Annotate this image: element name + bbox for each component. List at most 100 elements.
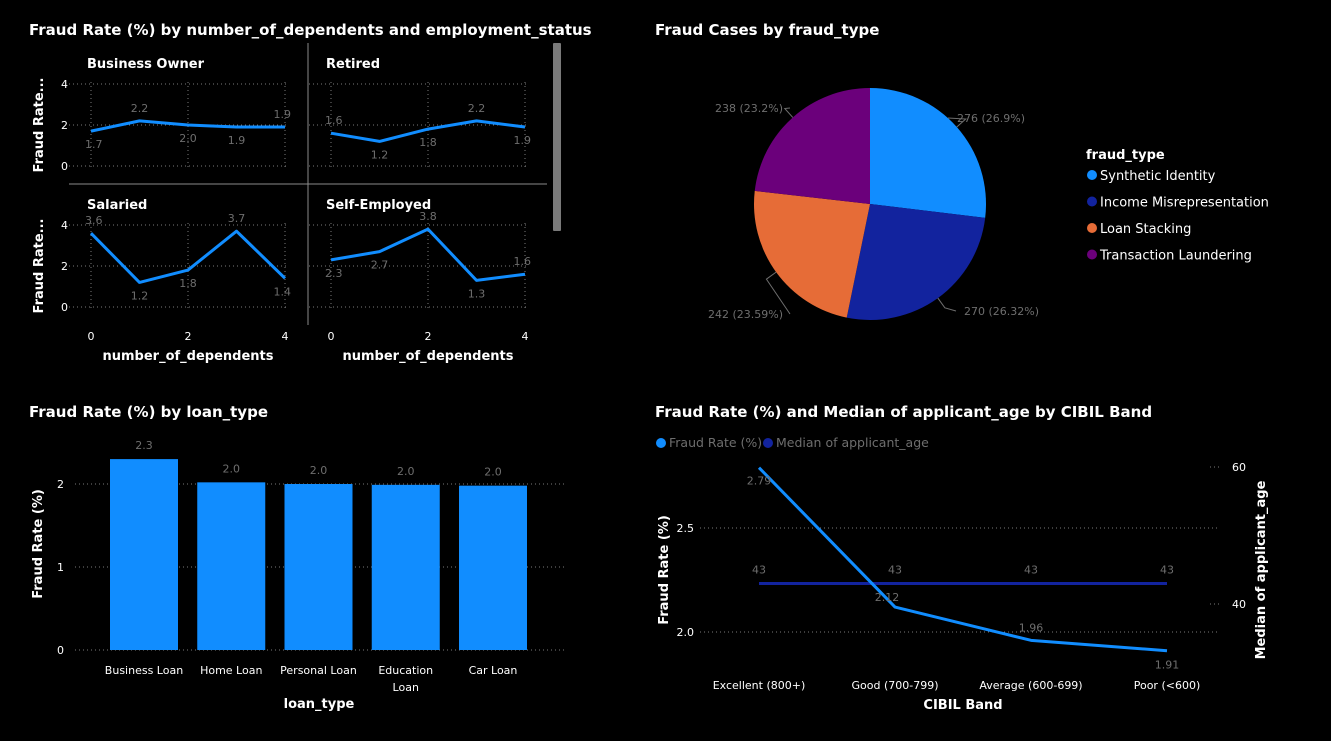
panel-title-business-owner: Business Owner bbox=[87, 57, 205, 72]
x-tick-label: Loan bbox=[393, 681, 419, 694]
y-tick-label: 2 bbox=[61, 260, 68, 273]
x-axis-title: number_of_dependents bbox=[102, 349, 273, 364]
legend-marker bbox=[1087, 249, 1097, 260]
scrollbar-thumb[interactable] bbox=[553, 43, 561, 231]
data-label: 1.3 bbox=[468, 287, 486, 300]
y-axis-title: Fraud Rate... bbox=[32, 219, 47, 314]
data-label: 2.0 bbox=[179, 132, 197, 145]
bar-data-label: 2.0 bbox=[397, 465, 415, 478]
leader-line bbox=[947, 117, 967, 128]
y-axis-title: Fraud Rate (%) bbox=[657, 515, 672, 625]
bar-business-loan[interactable] bbox=[110, 459, 178, 650]
data-label: 1.9 bbox=[274, 108, 292, 121]
x-axis-title: CIBIL Band bbox=[923, 698, 1002, 713]
data-label: 1.7 bbox=[85, 138, 103, 151]
y-axis-title: Fraud Rate... bbox=[32, 78, 47, 173]
x-tick-label: 0 bbox=[88, 330, 95, 343]
data-label: 3.6 bbox=[85, 214, 103, 227]
y-tick-label: 2 bbox=[57, 478, 64, 491]
y-tick-label: 0 bbox=[61, 301, 68, 314]
pie-data-label: 242 (23.59%) bbox=[708, 308, 783, 321]
x-tick-label: Car Loan bbox=[469, 664, 518, 677]
leader-line bbox=[783, 107, 794, 118]
data-label: 43 bbox=[888, 563, 902, 576]
data-label: 1.6 bbox=[325, 114, 343, 127]
pie-slice-income-misrepresentation[interactable] bbox=[846, 204, 986, 320]
bar-chart-title: Fraud Rate (%) by loan_type bbox=[29, 403, 268, 421]
pie-data-label: 238 (23.2%) bbox=[715, 102, 783, 115]
x-tick-label: 2 bbox=[425, 330, 432, 343]
pie-slice-synthetic-identity[interactable] bbox=[870, 88, 986, 218]
data-label: 2.2 bbox=[468, 102, 486, 115]
y2-tick-label: 60 bbox=[1232, 461, 1246, 474]
x-tick-label: 2 bbox=[185, 330, 192, 343]
bar-car-loan[interactable] bbox=[459, 485, 527, 650]
y-tick-label: 1 bbox=[57, 561, 64, 574]
data-label: 43 bbox=[1160, 563, 1174, 576]
data-label: 1.2 bbox=[371, 148, 389, 161]
pie-chart-title: Fraud Cases by fraud_type bbox=[655, 21, 880, 39]
bar-data-label: 2.3 bbox=[135, 439, 153, 452]
x-tick-label: Poor (<600) bbox=[1134, 679, 1201, 692]
legend-item-fraud-rate[interactable]: Fraud Rate (%) bbox=[669, 435, 762, 450]
y-tick-label: 2.5 bbox=[677, 522, 695, 535]
data-label: 1.96 bbox=[1019, 621, 1044, 634]
data-label: 43 bbox=[752, 563, 766, 576]
data-label: 1.6 bbox=[514, 255, 532, 268]
legend-item-synthetic-identity[interactable]: Synthetic Identity bbox=[1100, 169, 1216, 184]
data-label: 1.8 bbox=[179, 277, 197, 290]
legend-item-transaction-laundering[interactable]: Transaction Laundering bbox=[1099, 249, 1252, 264]
data-label: 1.2 bbox=[131, 289, 149, 302]
x-tick-label: Education bbox=[378, 664, 433, 677]
x-tick-label: Average (600-699) bbox=[979, 679, 1082, 692]
y2-tick-label: 40 bbox=[1232, 598, 1246, 611]
series-line-self-employed[interactable] bbox=[330, 227, 526, 282]
data-label: 2.7 bbox=[371, 259, 389, 272]
x-tick-label: 0 bbox=[328, 330, 335, 343]
leader-line bbox=[765, 271, 791, 315]
series-line-retired[interactable] bbox=[330, 119, 526, 143]
x-tick-label: Business Loan bbox=[105, 664, 183, 677]
x-tick-label: 4 bbox=[282, 330, 289, 343]
data-label: 1.4 bbox=[274, 285, 292, 298]
pie-data-label: 276 (26.9%) bbox=[957, 112, 1025, 125]
data-label: 1.8 bbox=[419, 136, 437, 149]
x-tick-label: 4 bbox=[522, 330, 529, 343]
x-tick-label: Excellent (800+) bbox=[713, 679, 806, 692]
data-label: 43 bbox=[1024, 563, 1038, 576]
pie-data-label: 270 (26.32%) bbox=[964, 305, 1039, 318]
x-tick-label: Personal Loan bbox=[280, 664, 357, 677]
data-label: 3.7 bbox=[228, 212, 246, 225]
legend-marker bbox=[763, 438, 773, 448]
legend-marker bbox=[1087, 223, 1097, 233]
leader-line bbox=[937, 297, 957, 312]
legend-marker bbox=[656, 438, 666, 448]
series-line-business-owner[interactable] bbox=[90, 119, 285, 133]
legend-marker bbox=[1087, 170, 1097, 180]
series-line-salaried[interactable] bbox=[89, 229, 287, 284]
data-label: 1.9 bbox=[228, 134, 246, 147]
data-label: 2.12 bbox=[875, 591, 900, 604]
pie-slice-loan-stacking[interactable] bbox=[754, 190, 870, 318]
data-label: 2.79 bbox=[747, 475, 772, 488]
data-label: 2.3 bbox=[325, 267, 343, 280]
x-axis-title: loan_type bbox=[284, 697, 355, 712]
series-line-fraud-rate[interactable] bbox=[757, 466, 1168, 653]
bar-home-loan[interactable] bbox=[197, 482, 266, 650]
bar-personal-loan[interactable] bbox=[284, 484, 353, 650]
data-label: 3.8 bbox=[419, 210, 437, 223]
panel-title-salaried: Salaried bbox=[87, 198, 147, 213]
legend-item-income-misrepresentation[interactable]: Income Misrepresentation bbox=[1100, 196, 1269, 211]
bar-data-label: 2.0 bbox=[484, 466, 502, 479]
legend-item-loan-stacking[interactable]: Loan Stacking bbox=[1100, 222, 1191, 237]
y-tick-label: 4 bbox=[61, 78, 68, 91]
pie-slice-transaction-laundering[interactable] bbox=[754, 88, 870, 204]
legend-item-median-age[interactable]: Median of applicant_age bbox=[776, 435, 929, 450]
bar-education-loan[interactable] bbox=[371, 484, 440, 650]
panel-title-retired: Retired bbox=[326, 57, 380, 72]
small-multiples-title: Fraud Rate (%) by number_of_dependents a… bbox=[29, 21, 592, 39]
y-tick-label: 0 bbox=[57, 644, 64, 657]
y2-axis-title: Median of applicant_age bbox=[1254, 480, 1269, 659]
y-tick-label: 2.0 bbox=[677, 626, 695, 639]
